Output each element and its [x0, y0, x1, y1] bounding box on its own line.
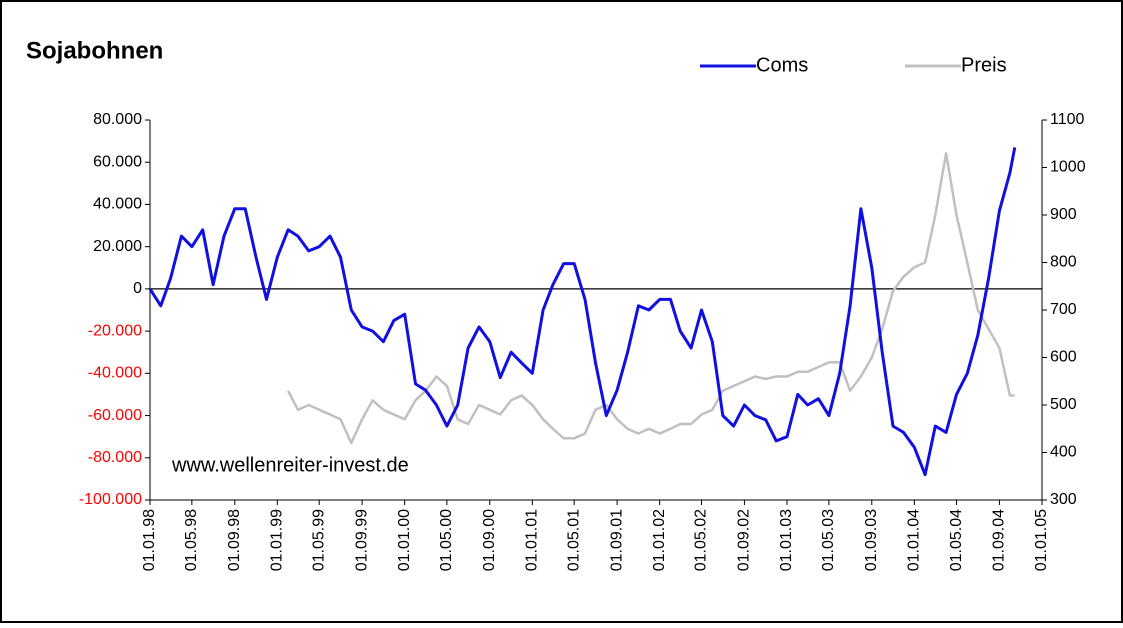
y2-tick-label: 600	[1050, 349, 1077, 366]
x-tick-label: 01.05.00	[438, 509, 455, 571]
x-tick-label: 01.09.02	[736, 509, 753, 571]
legend-label: Coms	[756, 54, 808, 76]
x-tick-label: 01.05.01	[565, 509, 582, 571]
x-tick-label: 01.01.99	[269, 509, 286, 571]
chart-title: Sojabohnen	[26, 37, 163, 64]
x-tick-label: 01.05.04	[948, 509, 965, 571]
x-tick-label: 01.05.02	[693, 509, 710, 571]
x-tick-label: 01.09.04	[991, 509, 1008, 571]
y-tick-label: 0	[133, 280, 142, 297]
series-line	[148, 147, 1017, 477]
y-tick-label: -60.000	[88, 407, 142, 424]
x-tick-label: 01.09.98	[226, 509, 243, 571]
series-line	[286, 152, 1015, 445]
y2-tick-label: 500	[1050, 396, 1077, 413]
y2-tick-label: 700	[1050, 301, 1077, 318]
x-tick-label: 01.05.98	[183, 509, 200, 571]
y-tick-label: -80.000	[88, 449, 142, 466]
y2-tick-label: 900	[1050, 206, 1077, 223]
x-tick-label: 01.09.01	[608, 509, 625, 571]
y2-tick-label: 1100	[1050, 111, 1085, 128]
x-tick-label: 01.01.02	[651, 509, 668, 571]
y2-tick-label: 1000	[1050, 159, 1086, 176]
y-tick-label: 40.000	[93, 196, 142, 213]
legend-label: Preis	[961, 54, 1007, 76]
y-tick-label: 80.000	[93, 111, 142, 128]
x-tick-label: 01.01.05	[1033, 509, 1050, 571]
y-tick-label: -20.000	[88, 322, 142, 339]
y-tick-label: -40.000	[88, 365, 142, 382]
y-tick-label: -100.000	[79, 491, 142, 508]
y2-tick-label: 400	[1050, 444, 1077, 461]
x-tick-label: 01.05.99	[310, 509, 327, 571]
x-tick-label: 01.01.04	[906, 509, 923, 571]
x-tick-label: 01.09.03	[863, 509, 880, 571]
y2-tick-label: 300	[1050, 491, 1077, 508]
annotation: www.wellenreiter-invest.de	[171, 454, 409, 476]
x-tick-label: 01.09.99	[353, 509, 370, 571]
x-tick-label: 01.01.98	[141, 509, 158, 571]
y2-tick-label: 800	[1050, 254, 1077, 271]
x-tick-label: 01.05.03	[820, 509, 837, 571]
x-tick-label: 01.01.03	[778, 509, 795, 571]
x-tick-label: 01.09.00	[481, 509, 498, 571]
x-tick-label: 01.01.00	[396, 509, 413, 571]
y-tick-label: 60.000	[93, 153, 142, 170]
y-tick-label: 20.000	[93, 238, 142, 255]
x-tick-label: 01.01.01	[524, 509, 541, 571]
